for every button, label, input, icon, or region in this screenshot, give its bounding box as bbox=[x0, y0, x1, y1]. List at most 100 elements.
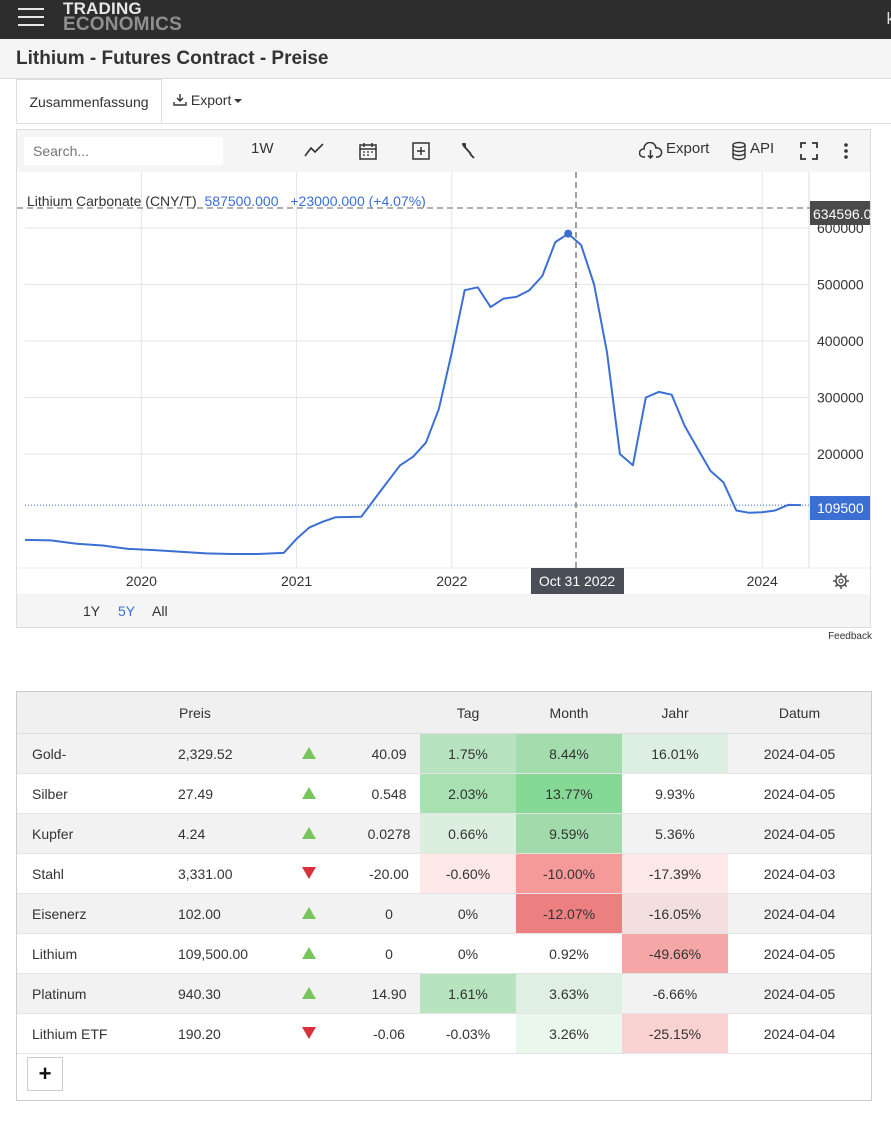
crosshair-x-label-bg bbox=[531, 568, 624, 594]
y-tick-label: 500000 bbox=[817, 277, 864, 293]
cell-change: 0 bbox=[358, 933, 420, 974]
cell-change: 0.548 bbox=[358, 773, 420, 814]
interval-button[interactable]: 1W bbox=[251, 140, 274, 157]
chart-settings-icon[interactable] bbox=[833, 573, 849, 589]
cell-name[interactable]: Kupfer bbox=[17, 813, 178, 854]
cell-tag: 2.03% bbox=[420, 773, 516, 814]
table-row[interactable]: Lithium 109,500.00 0 0% 0.92% -49.66% 2024-04-… bbox=[17, 933, 871, 974]
cell-month: 13.77% bbox=[516, 773, 622, 814]
table-row[interactable]: Platinum 940.30 14.90 1.61% 3.63% -6.66% 2024-… bbox=[17, 973, 871, 1014]
header-price[interactable]: Preis bbox=[178, 692, 292, 734]
cell-name[interactable]: Platinum bbox=[17, 973, 178, 1014]
cell-name[interactable]: Lithium ETF bbox=[17, 1013, 178, 1054]
cell-direction bbox=[292, 773, 358, 814]
cell-jahr: -17.39% bbox=[622, 853, 728, 894]
table-row[interactable]: Lithium ETF 190.20 -0.06 -0.03% 3.26% -25.15%… bbox=[17, 1013, 871, 1054]
caret-down-icon bbox=[234, 99, 243, 104]
line-chart-icon[interactable] bbox=[303, 141, 325, 159]
x-tick-label: 2021 bbox=[281, 573, 312, 589]
tab-export-label: Export bbox=[190, 92, 232, 108]
logo[interactable]: TRADING ECONOMICS bbox=[63, 0, 182, 34]
api-button[interactable]: API bbox=[750, 140, 775, 157]
arrow-down-icon bbox=[302, 1026, 316, 1039]
export-button[interactable]: Export bbox=[666, 140, 710, 157]
header-month[interactable]: Month bbox=[516, 692, 622, 734]
header-jahr[interactable]: Jahr bbox=[622, 692, 728, 734]
cell-direction bbox=[292, 1013, 358, 1054]
commodities-table: Preis Tag Month Jahr Datum Gold- 2,329.52… bbox=[17, 692, 871, 1054]
cell-name[interactable]: Lithium bbox=[17, 933, 178, 974]
table-row[interactable]: Kupfer 4.24 0.0278 0.66% 9.59% 5.36% 2024-04-0… bbox=[17, 813, 871, 854]
cell-date: 2024-04-05 bbox=[728, 733, 871, 774]
table-row[interactable]: Stahl 3,331.00 -20.00 -0.60% -10.00% -17.39% 2… bbox=[17, 853, 871, 894]
cell-month: 8.44% bbox=[516, 733, 622, 774]
header-tag[interactable]: Tag bbox=[420, 692, 516, 734]
y-tick-label: 200000 bbox=[817, 446, 864, 462]
cell-tag: 0% bbox=[420, 893, 516, 934]
table-row[interactable]: Eisenerz 102.00 0 0% -12.07% -16.05% 2024-04-0… bbox=[17, 893, 871, 934]
cell-price: 4.24 bbox=[178, 813, 292, 854]
arrow-up-icon bbox=[302, 786, 316, 799]
cloud-download-icon[interactable] bbox=[639, 142, 663, 160]
tab-export[interactable]: Export bbox=[173, 92, 243, 108]
cell-change: -0.06 bbox=[358, 1013, 420, 1054]
cell-name[interactable]: Gold- bbox=[17, 733, 178, 774]
range-all[interactable]: All bbox=[152, 603, 168, 619]
arrow-up-icon bbox=[302, 906, 316, 919]
header-datum[interactable]: Datum bbox=[728, 692, 871, 734]
database-icon[interactable] bbox=[731, 141, 747, 161]
cell-date: 2024-04-03 bbox=[728, 853, 871, 894]
page-title: Lithium - Futures Contract - Preise bbox=[16, 48, 329, 69]
cell-date: 2024-04-05 bbox=[728, 813, 871, 854]
header-direction bbox=[292, 692, 358, 734]
cell-direction bbox=[292, 813, 358, 854]
chart-toolbar: 1W Export API bbox=[17, 130, 870, 172]
calendar-icon[interactable] bbox=[358, 141, 378, 161]
cell-direction bbox=[292, 893, 358, 934]
range-1y[interactable]: 1Y bbox=[83, 603, 101, 619]
tab-summary[interactable]: Zusammenfassung bbox=[16, 79, 162, 123]
arrow-down-icon bbox=[302, 866, 316, 879]
series-line[interactable] bbox=[24, 232, 802, 555]
cell-date: 2024-04-05 bbox=[728, 933, 871, 974]
search-input[interactable] bbox=[24, 137, 223, 165]
cell-price: 109,500.00 bbox=[178, 933, 292, 974]
top-navbar: TRADING ECONOMICS k bbox=[0, 0, 891, 39]
cell-change: -20.00 bbox=[358, 853, 420, 894]
table-header-row: Preis Tag Month Jahr Datum bbox=[17, 692, 871, 734]
cell-name[interactable]: Silber bbox=[17, 773, 178, 814]
cell-month: 9.59% bbox=[516, 813, 622, 854]
cell-name[interactable]: Eisenerz bbox=[17, 893, 178, 934]
cell-tag: 1.75% bbox=[420, 733, 516, 774]
cell-price: 27.49 bbox=[178, 773, 292, 814]
cell-month: 3.63% bbox=[516, 973, 622, 1014]
arrow-up-icon bbox=[302, 946, 316, 959]
cell-direction bbox=[292, 973, 358, 1014]
header-change bbox=[358, 692, 420, 734]
cell-direction bbox=[292, 853, 358, 894]
feedback-link[interactable]: Feedback bbox=[828, 631, 872, 642]
arrow-up-icon bbox=[302, 826, 316, 839]
cell-direction bbox=[292, 733, 358, 774]
cell-month: -12.07% bbox=[516, 893, 622, 934]
menu-icon[interactable] bbox=[18, 6, 44, 28]
cell-price: 190.20 bbox=[178, 1013, 292, 1054]
fullscreen-icon[interactable] bbox=[799, 141, 819, 161]
y-tick-label: 400000 bbox=[817, 333, 864, 349]
range-5y[interactable]: 5Y bbox=[118, 603, 136, 619]
hover-point bbox=[564, 229, 573, 238]
cell-date: 2024-04-05 bbox=[728, 773, 871, 814]
crosshair-y-label-bg bbox=[810, 201, 870, 225]
clipped-nav-text[interactable]: k bbox=[886, 9, 891, 28]
cell-jahr: -25.15% bbox=[622, 1013, 728, 1054]
cell-name[interactable]: Stahl bbox=[17, 853, 178, 894]
table-row[interactable]: Gold- 2,329.52 40.09 1.75% 8.44% 16.01% 2024-0… bbox=[17, 733, 871, 774]
add-indicator-icon[interactable] bbox=[411, 141, 431, 161]
add-row-button[interactable]: + bbox=[27, 1057, 63, 1091]
more-options-icon[interactable] bbox=[843, 141, 849, 161]
wrench-icon[interactable] bbox=[458, 141, 478, 161]
cell-date: 2024-04-04 bbox=[728, 1013, 871, 1054]
table-row[interactable]: Silber 27.49 0.548 2.03% 13.77% 9.93% 2024-04-… bbox=[17, 773, 871, 814]
